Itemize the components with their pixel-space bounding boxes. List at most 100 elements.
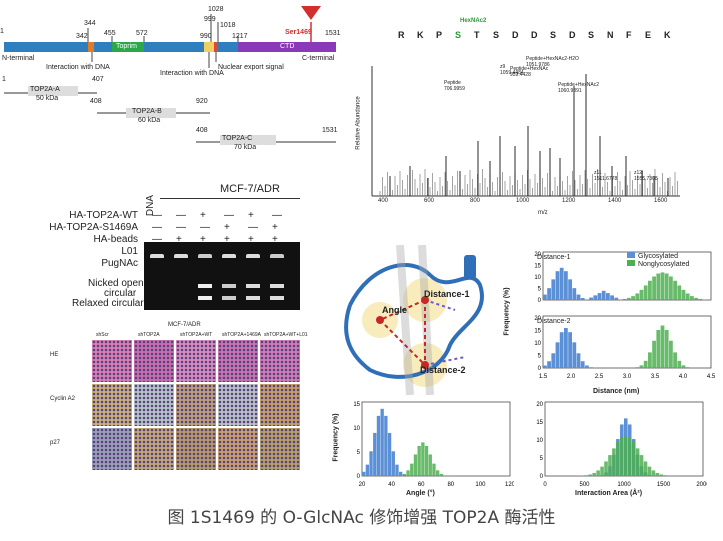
hist-bar-nonglyco: [659, 474, 664, 476]
hist-bar-glyco: [551, 353, 556, 368]
gel-mark: +: [200, 210, 206, 221]
ms-spectrum-panel: R K P S T S D D S D S N F E K HexNAc2 Relative Abundan…: [350, 0, 710, 220]
hist-bar-nonglyco: [669, 276, 673, 300]
hist-bar-glyco: [543, 365, 547, 368]
hist-bar-nonglyco: [669, 340, 673, 368]
hist-angle-panel: 20 40 60 80 100 120 0 5 10 15 Frequency (%) Angle…: [330, 398, 515, 500]
hist-bar-glyco: [614, 297, 619, 300]
ms-peak-label: z12: [634, 170, 643, 176]
hist-bar-nonglyco: [651, 470, 656, 476]
hist-bar-glyco: [572, 342, 577, 368]
ihc-row-label: HE: [50, 352, 59, 358]
gel-mark: +: [200, 234, 206, 245]
hist-bar-nonglyco: [618, 299, 623, 300]
ihc-tile: [260, 428, 300, 470]
ms-peak-mz: 1511.6778: [594, 176, 618, 182]
gel-row-label: HA-TOP2A-WT: [69, 210, 138, 221]
ms-x-tick: 1600: [654, 198, 668, 204]
ser1469-label: Ser1469: [285, 29, 312, 36]
seq-residue: F: [626, 30, 632, 40]
ihc-tile: [260, 384, 300, 426]
hist-bar-glyco: [555, 342, 560, 368]
hist-distance1-svg: 0 5 10 15 20: [534, 251, 712, 304]
hist-bar-glyco: [376, 415, 381, 476]
frag-b-name: TOP2A-B: [132, 108, 162, 115]
hist-bar-nonglyco: [417, 445, 421, 476]
ms-peak-label: Peptide+HexNAc2: [558, 82, 599, 88]
hist-bar-nonglyco: [643, 285, 648, 300]
hist-angle-svg: 20 40 60 80 100 120 0 5 10 15: [353, 401, 514, 488]
md-distance2-label: Distance-2: [420, 365, 466, 375]
gel-mark: —: [176, 222, 186, 233]
gel-mark: +: [176, 234, 182, 245]
hist-x-tick: 60: [418, 482, 425, 488]
hist-y-tick: 15: [534, 329, 541, 335]
hist-y-tick: 20: [536, 402, 543, 408]
hist-bar-nonglyco: [702, 299, 707, 300]
hist-x-tick: 100: [475, 482, 486, 488]
seq-residue: R: [398, 30, 405, 40]
hist-bar-nonglyco: [643, 461, 648, 476]
gel-mark: +: [248, 210, 254, 221]
tick-572: 572: [136, 30, 148, 37]
hist-bar-glyco: [369, 451, 373, 476]
ms-x-tick: 400: [378, 198, 389, 204]
legend-glyco: Glycosylated: [638, 253, 679, 260]
hist-bar-nonglyco: [596, 470, 600, 476]
hist-bar-glyco: [547, 288, 551, 300]
hist-x-tick: 1500: [657, 482, 671, 488]
hist-y-tick: 0: [538, 366, 542, 372]
gel-mark: +: [272, 222, 278, 233]
seq-residue: S: [588, 30, 595, 40]
seq-residue: K: [417, 30, 424, 40]
hist-y-tick: 20: [534, 252, 541, 258]
hist-d2-title: Distance-2: [537, 318, 571, 325]
hist-bar-nonglyco: [656, 329, 661, 368]
hist-bar-nonglyco: [627, 297, 631, 300]
hist-y-tick: 5: [538, 354, 542, 360]
gel-header: MCF-7/ADR: [220, 183, 280, 195]
hist-angle-xlabel: Angle (°): [406, 490, 435, 497]
hist-bar-nonglyco: [681, 365, 686, 368]
seq-residue: T: [474, 30, 480, 40]
hist-bar-nonglyco: [428, 454, 432, 476]
ms-peak-mz: 706.9959: [444, 86, 465, 92]
frag-a-end: 407: [92, 76, 104, 83]
hist-bar-nonglyco: [443, 475, 447, 476]
hist-bar-glyco: [384, 415, 388, 476]
hist-bar-nonglyco: [663, 475, 668, 476]
hist-bar-glyco: [399, 471, 403, 476]
hist-bar-nonglyco: [584, 475, 589, 476]
hist-bar-nonglyco: [664, 273, 669, 300]
tick-1: 1: [0, 28, 4, 35]
hist-bar-glyco: [559, 267, 564, 300]
toprim-label: Toprim: [116, 43, 138, 50]
tick-1028: 1028: [208, 6, 224, 13]
hist-bar-glyco: [576, 294, 581, 300]
gel-panel: MCF-7/ADR DNA HA-TOP2A-WT — — + — + — HA-TOP2A-…: [49, 178, 300, 313]
hist-bar-nonglyco: [424, 445, 429, 476]
hist-angle-ylabel: Frequency (%): [332, 413, 340, 462]
frag-b-size: 60 kDa: [138, 117, 161, 124]
hist-bar-nonglyco: [648, 352, 652, 368]
seq-residue: D: [531, 30, 538, 40]
ihc-tile: [134, 428, 174, 470]
hist-bar-nonglyco: [673, 352, 677, 368]
hist-bar-glyco: [380, 408, 384, 476]
hist-bar-nonglyco: [413, 454, 418, 476]
gel-row-label: L01: [121, 246, 138, 257]
md-structure: Distance-1 Angle Distance-2: [330, 244, 500, 396]
hist-x-tick: 40: [388, 482, 395, 488]
ms-peak-mz: 1555.7308: [634, 176, 658, 182]
ms-y-label: Relative Abundance: [355, 96, 362, 150]
hist-x-tick: 1.5: [539, 374, 548, 380]
gel-mark: —: [152, 234, 162, 245]
seq-residue: S: [455, 30, 462, 40]
hist-bar-glyco: [555, 271, 560, 300]
hist-bar-nonglyco: [604, 461, 608, 476]
hist-bar-glyco: [395, 464, 399, 476]
ihc-tile: [218, 428, 258, 470]
hist-y-tick: 10: [353, 426, 360, 432]
ihc-col-label: shTOP2A+1469A: [222, 332, 261, 338]
hist-y-tick: 0: [540, 474, 544, 480]
